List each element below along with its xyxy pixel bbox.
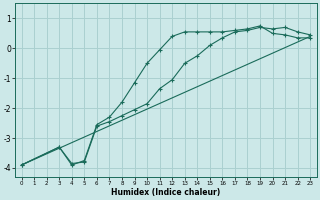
X-axis label: Humidex (Indice chaleur): Humidex (Indice chaleur) (111, 188, 220, 197)
